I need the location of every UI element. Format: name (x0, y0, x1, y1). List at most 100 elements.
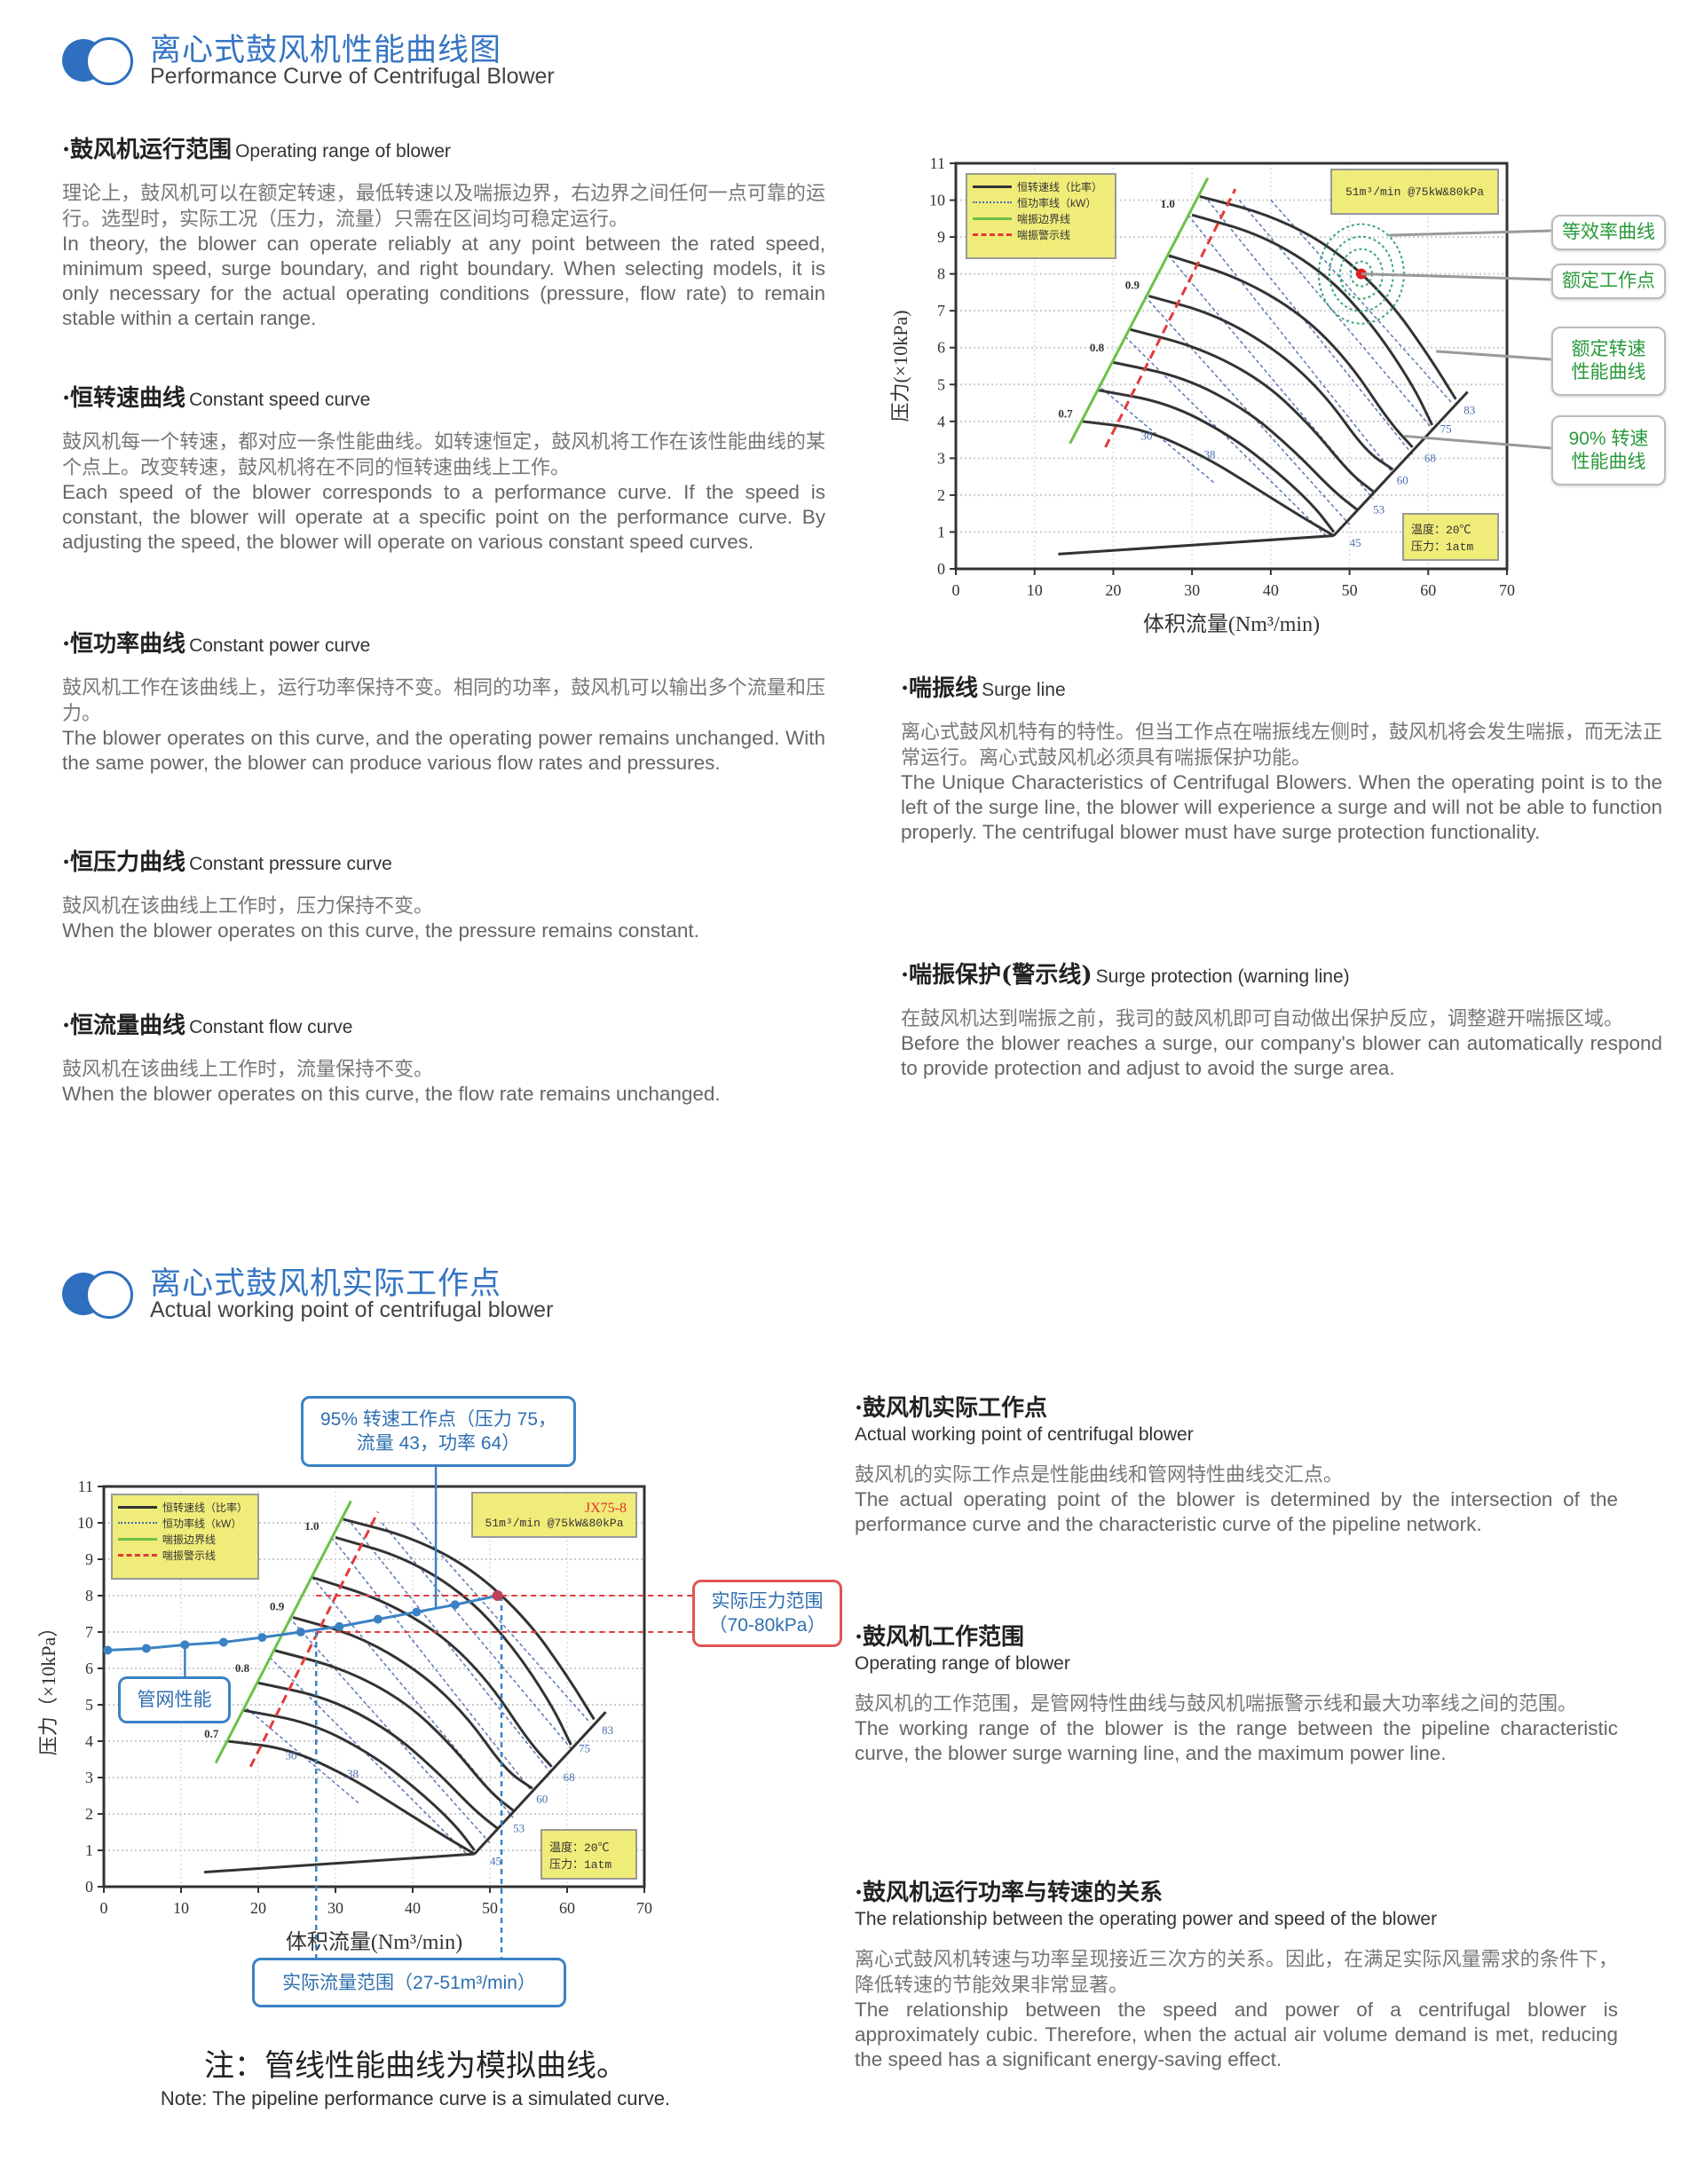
heading-en: Constant flow curve (189, 1017, 353, 1037)
section-power-speed-relationship: ·鼓风机运行功率与转速的关系 The relationship between … (855, 1874, 1618, 2072)
constant-speed-curve (227, 1739, 476, 1856)
section-actual-working-point: ·鼓风机实际工作点 Actual working point of centri… (855, 1390, 1618, 1537)
body-zh: 鼓风机工作在该曲线上，运行功率保持不变。相同的功率，鼓风机可以输出多个流量和压力… (62, 676, 825, 724)
constant-speed-curve (1168, 254, 1414, 448)
constant-speed-curve (1097, 389, 1336, 533)
x-tick-label: 30 (1184, 581, 1200, 599)
power-label: 45 (1350, 536, 1361, 549)
constant-power-line (1270, 200, 1453, 404)
annotation-connector (1436, 350, 1552, 361)
body-zh: 鼓风机的实际工作点是性能曲线和管网特性曲线交汇点。 (855, 1463, 1344, 1486)
section-subtitle: Actual working point of centrifugal blow… (150, 1297, 554, 1322)
chart2-conditions-box: 温度：20℃ 压力：1atm (540, 1829, 637, 1880)
annotation-rated-speed-curve: 额定转速 性能曲线 (1551, 327, 1666, 396)
y-tick-label: 8 (85, 1587, 93, 1604)
y-tick-label: 8 (937, 265, 945, 283)
y-tick-label: 2 (937, 486, 945, 504)
constant-power-line (1167, 255, 1374, 500)
heading-zh: ·恒转速曲线 (62, 385, 186, 412)
annotation-flow-range: 实际流量范围（27-51m³/min） (252, 1958, 566, 2007)
chart2-legend: 恒转速线（比率） 恒功率线（kW） 喘振边界线 喘振警示线 (111, 1494, 259, 1580)
minimum-speed-line (203, 1852, 475, 1874)
surge-warning-line (1104, 188, 1237, 448)
surge-boundary-line (214, 1500, 352, 1764)
heading-en: Surge line (982, 680, 1066, 700)
section-constant-pressure: ·恒压力曲线 Constant pressure curve 鼓风机在该曲线上工作… (62, 844, 825, 943)
plot-frame (954, 162, 1509, 571)
power-label: 68 (564, 1770, 575, 1784)
body-zh: 离心式鼓风机特有的特性。但当工作点在喘振线左侧时，鼓风机将会发生喘振，而无法正常… (901, 721, 1663, 769)
heading-en: Operating range of blower (235, 141, 451, 162)
model-label: JX75-8 (584, 1500, 627, 1516)
x-tick-label: 70 (636, 1899, 652, 1917)
constant-power-line (381, 1522, 572, 1749)
info-text: 51m³/min @75kW&80kPa (485, 1516, 624, 1530)
x-tick-label: 50 (482, 1899, 498, 1917)
heading-zh: ·恒流量曲线 (62, 1013, 186, 1039)
heading-en: Operating range of blower (855, 1653, 1070, 1674)
x-tick-label: 40 (1263, 581, 1279, 599)
x-tick-label: 50 (1342, 581, 1358, 599)
constant-power-line (1187, 214, 1393, 474)
body-zh: 鼓风机在该曲线上工作时，流量保持不变。 (62, 1058, 434, 1080)
constant-speed-curve (1191, 213, 1434, 426)
x-tick-label: 0 (952, 581, 960, 599)
heading-en: Constant pressure curve (189, 854, 392, 874)
power-label: 38 (347, 1767, 359, 1780)
x-tick-label: 0 (100, 1899, 108, 1917)
annotation-90-speed-curve: 90% 转速 性能曲线 (1551, 415, 1666, 485)
x-tick-label: 20 (250, 1899, 266, 1917)
x-tick-label: 60 (1420, 581, 1436, 599)
heading-zh: ·鼓风机工作范围 (855, 1624, 1025, 1651)
speed-ratio-label: 0.8 (1090, 341, 1105, 354)
body-en: The blower operates on this curve, and t… (62, 727, 825, 774)
annotation-pipeline: 管网性能 (118, 1676, 231, 1723)
y-axis-label: 压力(×10kPa) (889, 310, 911, 422)
power-label: 75 (1440, 422, 1452, 435)
x-tick-label: 60 (559, 1899, 575, 1917)
pipeline-point (450, 1600, 460, 1610)
section-title: 离心式鼓风机性能曲线图 (150, 33, 502, 67)
minimum-speed-line (1058, 534, 1334, 556)
legend-entry: 喘振边界线 (162, 1533, 217, 1546)
chart1-info-box: 51m³/min @75kW&80kPa (1330, 169, 1499, 215)
right-boundary-line (1332, 390, 1469, 537)
pipeline-point (296, 1628, 305, 1636)
constant-power-line (1144, 296, 1351, 525)
note-zh: 注：管线性能曲线为模拟曲线。 (204, 2049, 627, 2083)
body-en: The relationship between the speed and p… (855, 1999, 1618, 2070)
speed-ratio-label: 0.7 (1058, 407, 1073, 421)
constant-power-line (350, 1522, 553, 1775)
body-zh: 鼓风机每一个转速，都对应一条性能曲线。如转速恒定，鼓风机将工作在该性能曲线的某个… (62, 430, 825, 478)
x-tick-label: 40 (405, 1899, 421, 1917)
x-axis-label: 体积流量(Nm³/min) (1143, 612, 1320, 636)
body-en: When the blower operates on this curve, … (62, 1083, 721, 1105)
speed-ratio-label: 0.9 (1125, 278, 1140, 291)
annotation-rated-point: 额定工作点 (1551, 264, 1666, 299)
body-zh: 鼓风机的工作范围，是管网特性曲线与鼓风机喘振警示线和最大功率线之间的范围。 (855, 1692, 1578, 1715)
section-toggle-icon (62, 37, 133, 85)
annotation-connector (1404, 434, 1552, 450)
heading-en: Constant power curve (189, 635, 371, 656)
constant-speed-curve (343, 1518, 596, 1721)
y-axis-label: 压力（×10kPa） (37, 1618, 59, 1755)
body-zh: 鼓风机在该曲线上工作时，压力保持不变。 (62, 895, 434, 917)
body-en: The Unique Characteristics of Centrifuga… (901, 771, 1662, 843)
section-working-range: ·鼓风机工作范围 Operating range of blower 鼓风机的工… (855, 1619, 1618, 1766)
speed-ratio-label: 0.7 (204, 1727, 219, 1740)
x-tick-label: 20 (1105, 581, 1121, 599)
constant-speed-curve (273, 1649, 515, 1812)
pipeline-point (257, 1633, 267, 1643)
legend-entry: 喘振边界线 (1017, 212, 1071, 225)
chart2-info-box: JX75-8 51m³/min @75kW&80kPa (471, 1492, 637, 1538)
surge-warning-line (248, 1511, 380, 1768)
speed-ratio-label: 1.0 (304, 1519, 319, 1533)
chart1-conditions-box: 温度：20℃ 压力：1atm (1402, 513, 1499, 561)
constant-speed-curve (1148, 295, 1394, 471)
heading-zh: ·恒压力曲线 (62, 849, 186, 876)
body-zh: 在鼓风机达到喘振之前，我司的鼓风机即可自动做出保护反应，调整避开喘振区域。 (901, 1007, 1624, 1029)
heading-zh: ·鼓风机实际工作点 (855, 1395, 1048, 1422)
power-label: 83 (1463, 404, 1475, 417)
pipeline-curve (107, 1594, 499, 1652)
power-label: 68 (1424, 452, 1436, 465)
